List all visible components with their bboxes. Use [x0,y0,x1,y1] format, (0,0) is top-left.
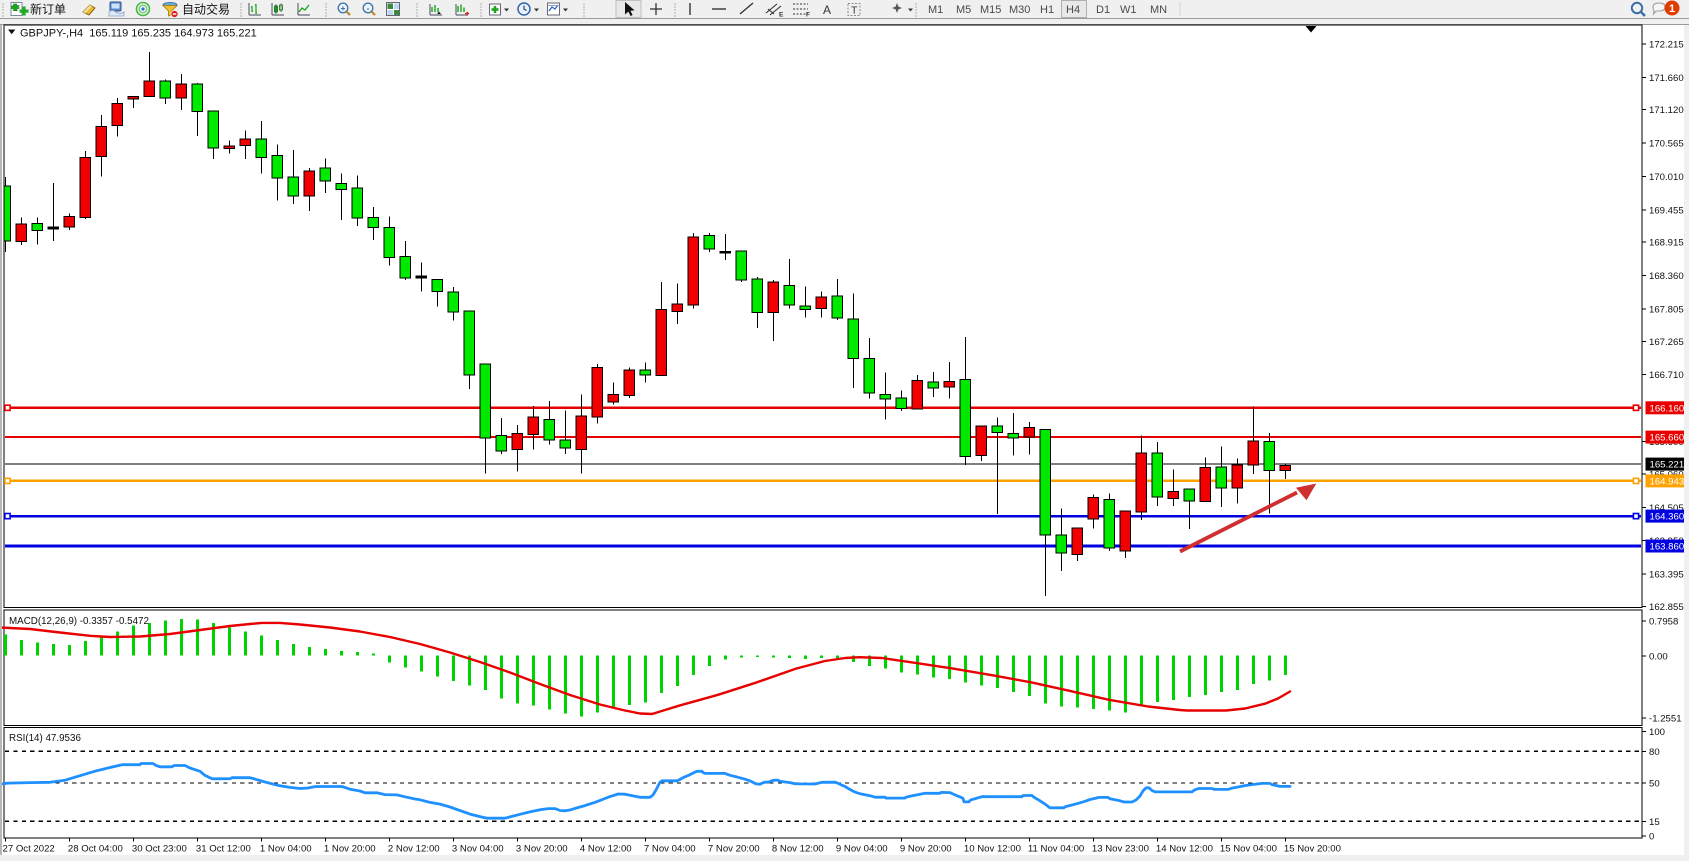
svg-text:166.710: 166.710 [1649,370,1684,381]
svg-text:F: F [806,12,810,19]
svg-text:169.455: 169.455 [1649,205,1684,216]
svg-text:MACD(12,26,9) -0.3357 -0.5472: MACD(12,26,9) -0.3357 -0.5472 [9,616,149,627]
svg-text:165.660: 165.660 [1650,433,1685,444]
svg-text:H1: H1 [1040,4,1054,16]
svg-text:W1: W1 [1120,4,1137,16]
svg-text:167.805: 167.805 [1649,304,1684,315]
svg-text:RSI(14) 47.9536: RSI(14) 47.9536 [9,733,81,744]
svg-text:11 Nov 04:00: 11 Nov 04:00 [1028,844,1084,855]
svg-text:E: E [779,12,784,19]
svg-text:9 Nov 04:00: 9 Nov 04:00 [836,844,888,855]
svg-text:-: - [367,3,370,13]
svg-text:M15: M15 [980,4,1001,16]
svg-text:172.215: 172.215 [1649,39,1684,50]
svg-text:自动交易: 自动交易 [182,2,230,17]
svg-text:164.360: 164.360 [1650,512,1685,523]
svg-text:A: A [823,3,831,17]
svg-text:D1: D1 [1096,4,1110,16]
svg-text:164.505: 164.505 [1649,503,1684,514]
svg-text:0.00: 0.00 [1649,652,1668,663]
svg-text:1: 1 [1669,3,1675,15]
svg-text:GBPJPY-,H4 165.119 165.235 16: GBPJPY-,H4 165.119 165.235 164.973 165.2… [20,28,257,40]
svg-text:MN: MN [1150,4,1167,16]
svg-text:15 Nov 20:00: 15 Nov 20:00 [1284,844,1341,855]
svg-text:7 Nov 20:00: 7 Nov 20:00 [708,844,760,855]
svg-text:50: 50 [1649,779,1660,790]
svg-text:3 Nov 20:00: 3 Nov 20:00 [516,844,568,855]
svg-text:H4: H4 [1066,4,1080,16]
svg-text:100: 100 [1649,727,1665,738]
svg-text:M5: M5 [956,4,971,16]
svg-text:171.660: 171.660 [1649,73,1684,84]
svg-text:14 Nov 12:00: 14 Nov 12:00 [1156,844,1213,855]
svg-text:1 Nov 04:00: 1 Nov 04:00 [260,844,312,855]
svg-text:171.120: 171.120 [1649,105,1684,116]
svg-text:168.915: 168.915 [1649,238,1684,249]
svg-text:1 Nov 20:00: 1 Nov 20:00 [324,844,376,855]
svg-text:7 Nov 04:00: 7 Nov 04:00 [644,844,696,855]
svg-text:28 Oct 04:00: 28 Oct 04:00 [68,844,123,855]
svg-text:163.860: 163.860 [1650,542,1685,553]
svg-text:162.855: 162.855 [1649,602,1684,613]
svg-text:15 Nov 04:00: 15 Nov 04:00 [1220,844,1277,855]
svg-text:15: 15 [1649,817,1660,828]
svg-text:164.943: 164.943 [1650,476,1685,487]
svg-text:0.7958: 0.7958 [1649,617,1678,628]
svg-text:13 Nov 23:00: 13 Nov 23:00 [1092,844,1149,855]
svg-text:80: 80 [1649,747,1660,758]
svg-text:166.160: 166.160 [1650,403,1685,414]
svg-text:0: 0 [1649,832,1654,843]
svg-text:+: + [341,3,346,13]
svg-text:27 Oct 2022: 27 Oct 2022 [3,844,55,855]
svg-text:-1.2551: -1.2551 [1649,714,1682,725]
svg-text:3 Nov 04:00: 3 Nov 04:00 [452,844,504,855]
svg-text:4 Nov 12:00: 4 Nov 12:00 [580,844,632,855]
svg-text:M1: M1 [928,4,943,16]
svg-text:T: T [851,5,858,17]
svg-text:9 Nov 20:00: 9 Nov 20:00 [900,844,952,855]
svg-text:8 Nov 12:00: 8 Nov 12:00 [772,844,824,855]
svg-text:新订单: 新订单 [30,2,66,17]
svg-text:2 Nov 12:00: 2 Nov 12:00 [388,844,440,855]
svg-text:31 Oct 12:00: 31 Oct 12:00 [196,844,251,855]
svg-text:165.221: 165.221 [1650,460,1685,471]
svg-text:163.395: 163.395 [1649,569,1684,580]
svg-text:167.265: 167.265 [1649,337,1684,348]
svg-text:170.565: 170.565 [1649,139,1684,150]
svg-text:M30: M30 [1009,4,1030,16]
svg-text:168.360: 168.360 [1649,271,1684,282]
svg-text:30 Oct 23:00: 30 Oct 23:00 [132,844,187,855]
svg-text:170.010: 170.010 [1649,172,1684,183]
svg-text:10 Nov 12:00: 10 Nov 12:00 [964,844,1021,855]
